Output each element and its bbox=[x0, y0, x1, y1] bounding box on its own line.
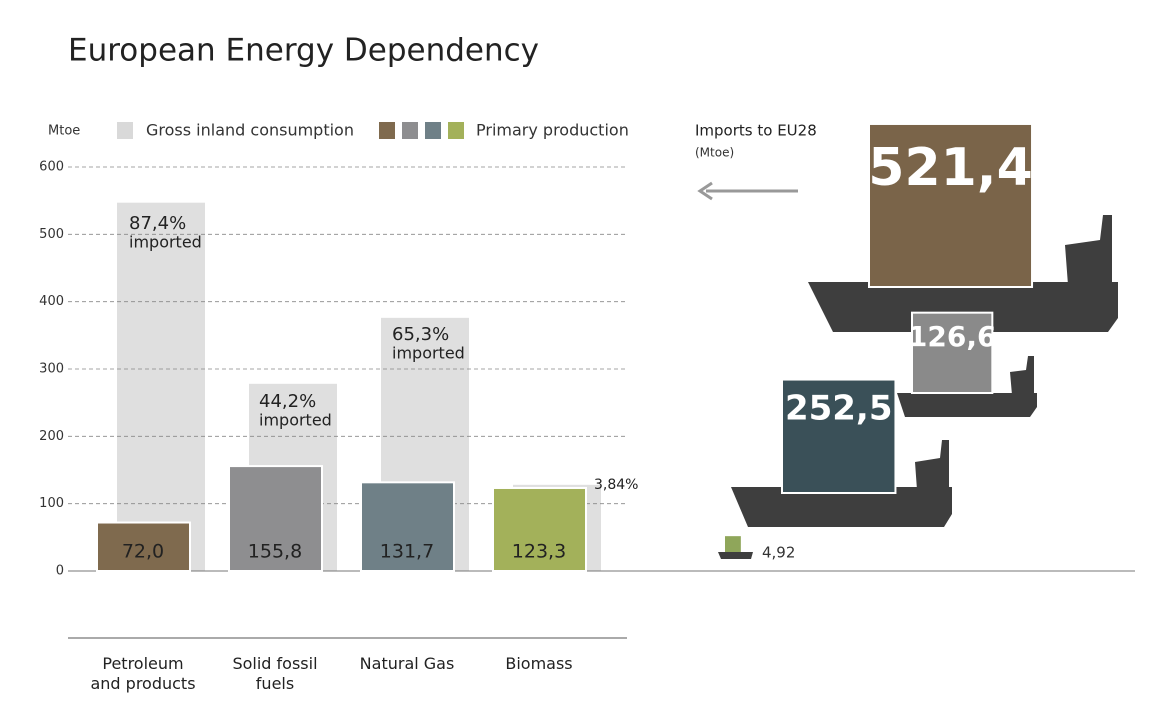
chart-title: European Energy Dependency bbox=[68, 33, 539, 69]
imports-unit: (Mtoe) bbox=[695, 146, 734, 160]
import-box bbox=[868, 122, 1034, 289]
arrow-head bbox=[697, 181, 713, 201]
ship-hull bbox=[718, 552, 753, 559]
ship-bridge bbox=[1010, 356, 1034, 395]
import-value: 252,5 bbox=[785, 389, 893, 429]
x-tick-label: Petroleum and products bbox=[90, 654, 196, 693]
legend-swatch bbox=[425, 122, 441, 139]
legend-swatch bbox=[448, 122, 464, 139]
import-note: imported bbox=[129, 233, 202, 252]
import-note: imported bbox=[259, 411, 332, 430]
bar bbox=[228, 465, 323, 572]
import-value: 4,92 bbox=[762, 544, 795, 562]
x-tick-label: Biomass bbox=[505, 654, 573, 673]
import-box bbox=[781, 378, 897, 495]
y-tick-label: 100 bbox=[39, 496, 64, 511]
value-label: 123,3 bbox=[512, 541, 566, 563]
y-axis-label: Mtoe bbox=[48, 124, 80, 139]
legend-swatch bbox=[117, 122, 133, 139]
y-tick-label: 600 bbox=[39, 160, 64, 175]
import-share: 3,84% bbox=[594, 477, 638, 493]
ship-hull bbox=[897, 393, 1037, 417]
ship-hull bbox=[731, 487, 952, 527]
import-share: 87,4% bbox=[129, 213, 186, 234]
ship-hull bbox=[808, 282, 1118, 332]
value-label: 72,0 bbox=[122, 541, 164, 563]
x-tick-label: Natural Gas bbox=[359, 654, 455, 673]
imports-title: Imports to EU28 bbox=[695, 122, 817, 140]
y-tick-label: 400 bbox=[39, 294, 64, 309]
bar bbox=[96, 521, 191, 573]
legend-label: Gross inland consumption bbox=[146, 121, 354, 140]
import-value: 126,6 bbox=[908, 320, 997, 353]
import-box bbox=[911, 311, 994, 394]
import-box bbox=[725, 536, 741, 552]
bar bbox=[492, 486, 587, 572]
legend-swatch bbox=[402, 122, 418, 139]
y-tick-label: 0 bbox=[56, 564, 64, 579]
import-share: 65,3% bbox=[392, 324, 449, 345]
import-share: 44,2% bbox=[259, 391, 316, 412]
import-value: 521,4 bbox=[868, 138, 1032, 198]
x-tick-label: Solid fossil fuels bbox=[232, 654, 318, 693]
value-label: 155,8 bbox=[248, 541, 302, 563]
bar bbox=[117, 202, 205, 572]
value-label: 131,7 bbox=[380, 541, 434, 563]
y-tick-label: 300 bbox=[39, 362, 64, 377]
bar bbox=[360, 481, 455, 572]
import-note: imported bbox=[392, 344, 465, 363]
ship-bridge bbox=[1065, 215, 1112, 285]
legend-swatch bbox=[379, 122, 395, 139]
y-tick-label: 200 bbox=[39, 429, 64, 444]
legend-label: Primary production bbox=[476, 121, 629, 140]
y-tick-label: 500 bbox=[39, 227, 64, 242]
ship-bridge bbox=[915, 440, 949, 490]
